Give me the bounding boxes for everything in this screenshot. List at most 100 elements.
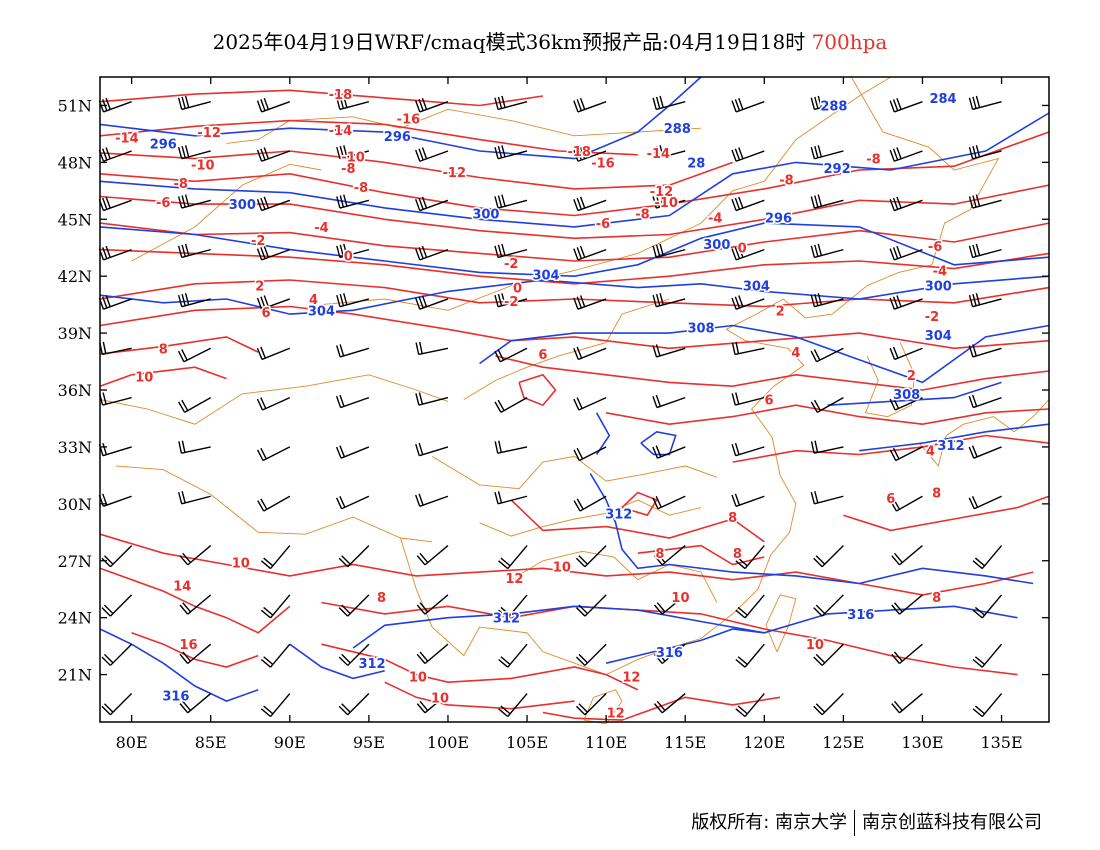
height-contour <box>99 275 1050 315</box>
isotherm <box>495 355 1050 391</box>
wind-barb-flag <box>579 295 586 307</box>
wind-barb <box>894 298 923 310</box>
wind-barb-flag <box>814 491 819 504</box>
wind-barb <box>814 150 844 160</box>
lat-tick-label: 42N <box>58 267 92 286</box>
wind-barb-flag <box>734 247 741 259</box>
wind-barb-flag <box>336 146 341 159</box>
temperature-label: -16 <box>397 113 421 128</box>
wind-barb <box>339 298 370 308</box>
wind-barb-flag <box>256 449 264 461</box>
lon-tick-label: 85E <box>195 733 227 752</box>
wind-barb-flag <box>181 244 186 257</box>
wind-barb <box>814 248 844 259</box>
wind-barb <box>814 298 844 308</box>
wind-barb-flag <box>659 95 664 108</box>
boundary-line <box>99 374 449 425</box>
wind-barb-flag <box>415 297 421 310</box>
wind-barb <box>895 446 923 462</box>
wind-barb-flag <box>968 294 974 307</box>
wind-barb <box>419 248 449 261</box>
wind-barb <box>584 693 607 716</box>
wind-barb-flag <box>343 293 348 306</box>
wind-barb-flag <box>974 656 986 665</box>
wind-barb <box>269 594 291 619</box>
temperature-label: -8 <box>173 177 187 192</box>
wind-barb <box>261 101 291 113</box>
wind-barb-flag <box>497 96 503 109</box>
wind-barb-flag <box>341 653 351 664</box>
wind-barb-flag <box>260 148 266 161</box>
wind-barb-flag <box>576 447 584 460</box>
wind-barb <box>657 446 686 459</box>
wind-barb <box>735 248 765 261</box>
temperature-label: 8 <box>932 486 941 501</box>
wind-barb-flag <box>971 496 979 508</box>
wind-barb-flag <box>734 148 741 161</box>
wind-barb-flag <box>975 243 981 256</box>
lon-tick-label: 110E <box>585 733 627 752</box>
wind-barb-flag <box>731 297 737 310</box>
temperature-label: -6 <box>928 240 942 255</box>
lon-tick-label: 130E <box>901 733 943 752</box>
wind-barb <box>735 150 765 162</box>
boundary-line <box>583 689 623 725</box>
temperature-labels: -18-16-14 -12 -14-10-8-10-8 -12-8-6-4-18-16… <box>114 87 949 723</box>
isotherm <box>99 533 1034 596</box>
wind-barb-flag <box>655 394 661 407</box>
wind-barb <box>981 545 1003 570</box>
wind-barb-flag <box>892 247 899 259</box>
wind-barb-flag <box>889 248 895 261</box>
wind-barb-flag <box>576 148 582 161</box>
wind-barb <box>507 693 528 717</box>
wind-barb-flag <box>896 196 902 209</box>
height-label: 308 <box>893 388 920 403</box>
temperature-label: -4 <box>708 211 722 226</box>
height-contour <box>99 76 702 160</box>
wind-barb <box>507 643 528 668</box>
wind-barb-flag <box>103 653 114 664</box>
wind-barb-flag <box>659 194 664 207</box>
wind-barb-flag <box>817 95 823 108</box>
wind-barb-flag <box>573 149 579 162</box>
wind-barb-flag <box>889 398 896 411</box>
wind-barb <box>262 396 291 411</box>
wind-barb-flag <box>813 705 823 716</box>
wind-barb-flag <box>418 442 424 455</box>
lon-tick-label: 95E <box>353 733 385 752</box>
isotherm <box>99 89 544 107</box>
wind-barb-flag <box>339 394 345 407</box>
lat-tick-label: 33N <box>58 438 92 457</box>
wind-barb-flag <box>972 244 977 257</box>
wind-barb <box>972 199 1002 209</box>
wind-barb <box>269 545 291 570</box>
wind-barb <box>109 594 133 617</box>
wind-barb <box>577 101 607 113</box>
wind-barb-flag <box>497 146 503 158</box>
wind-barb-flag <box>972 609 983 619</box>
temperature-label: 12 <box>607 707 625 722</box>
wind-barb <box>657 495 686 510</box>
wind-barb-flag <box>494 245 499 258</box>
wind-barb-flag <box>889 297 895 310</box>
height-label: 312 <box>358 657 385 672</box>
wind-barb <box>507 545 528 570</box>
wind-barb <box>813 446 844 454</box>
wind-barb <box>341 495 370 510</box>
wind-barb <box>263 495 291 512</box>
wind-barb-flag <box>418 247 424 259</box>
isotherm <box>99 248 1050 285</box>
wind-barb-flag <box>494 350 501 363</box>
height-label: 308 <box>687 321 714 336</box>
wind-barb-flag <box>181 96 186 109</box>
height-contour <box>99 628 259 702</box>
wind-barb-flag <box>815 604 826 615</box>
temperature-label: 8 <box>159 342 168 357</box>
wind-barb-flag <box>102 392 107 405</box>
height-contour <box>479 324 1050 384</box>
wind-barb-flag <box>336 245 341 258</box>
temperature-label: -8 <box>866 153 880 168</box>
wind-barb <box>579 446 607 462</box>
wind-barb-flag <box>336 345 341 358</box>
wind-barb-flag <box>335 497 343 510</box>
